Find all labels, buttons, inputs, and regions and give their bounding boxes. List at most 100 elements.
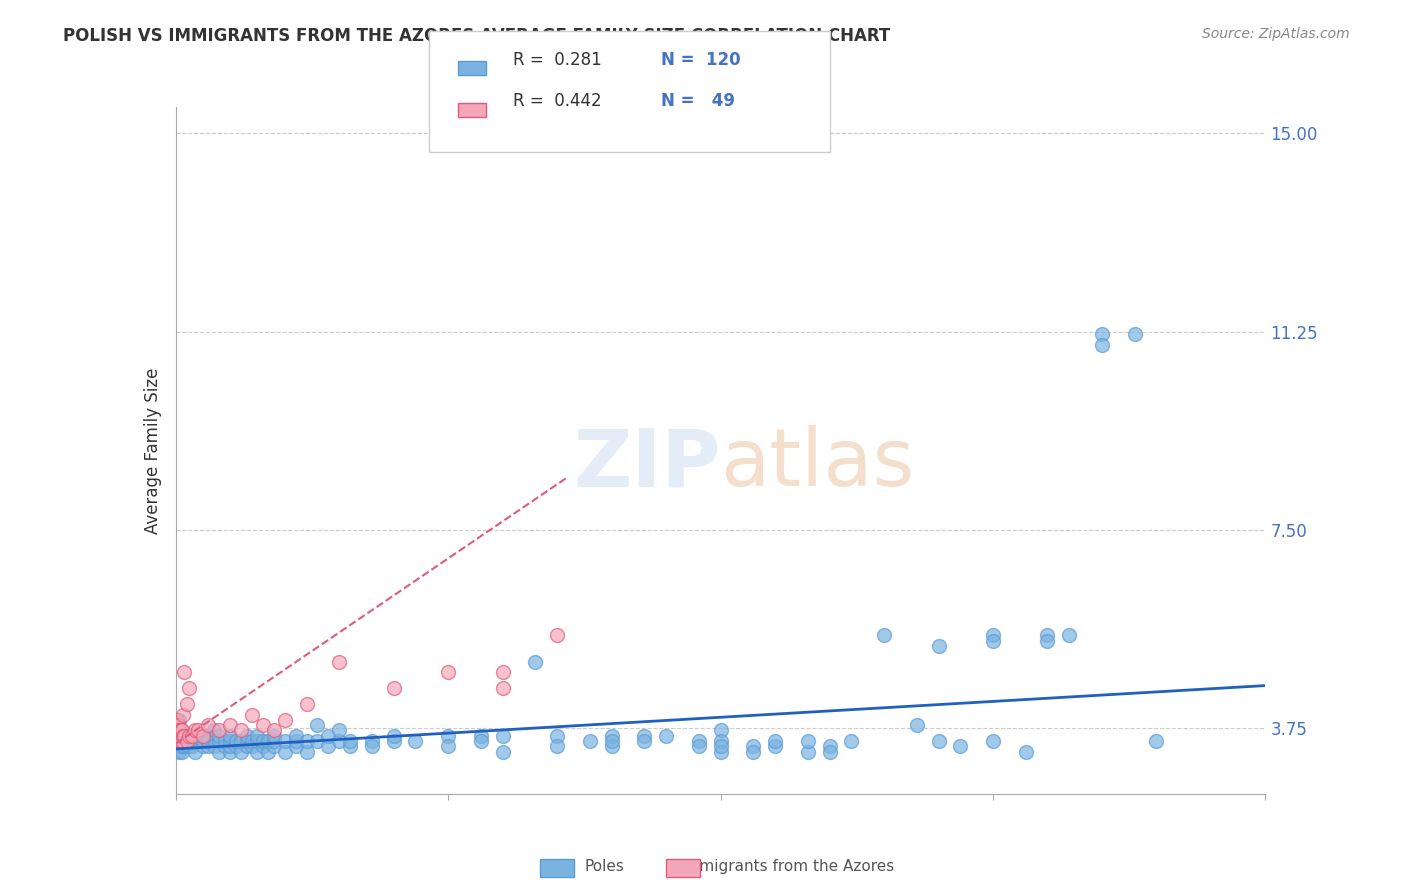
Point — [167, 734, 190, 748]
Point — [172, 734, 194, 748]
Point — [166, 734, 188, 748]
Point — [231, 734, 253, 748]
Point — [246, 745, 269, 759]
Point — [167, 718, 190, 732]
Text: Source: ZipAtlas.com: Source: ZipAtlas.com — [1202, 27, 1350, 41]
Point — [579, 734, 602, 748]
Point — [274, 713, 297, 727]
Point — [949, 739, 972, 754]
Point — [181, 734, 204, 748]
Point — [197, 734, 219, 748]
Point — [263, 734, 285, 748]
Point — [184, 745, 207, 759]
Point — [169, 723, 191, 738]
Point — [470, 729, 492, 743]
Point — [167, 718, 190, 732]
Point — [328, 734, 350, 748]
Point — [633, 729, 655, 743]
Point — [166, 718, 188, 732]
Point — [382, 734, 405, 748]
Point — [235, 739, 257, 754]
Point — [263, 739, 285, 754]
Point — [600, 729, 623, 743]
Point — [295, 745, 318, 759]
Point — [1091, 338, 1114, 352]
Point — [928, 734, 950, 748]
Point — [181, 729, 204, 743]
Point — [167, 729, 190, 743]
Point — [328, 723, 350, 738]
Point — [600, 739, 623, 754]
Text: N =  120: N = 120 — [661, 51, 741, 69]
Point — [219, 729, 242, 743]
Point — [167, 734, 190, 748]
Point — [405, 734, 427, 748]
Point — [197, 739, 219, 754]
Point — [263, 723, 285, 738]
Point — [219, 745, 242, 759]
Point — [796, 734, 818, 748]
Point — [176, 734, 198, 748]
Point — [166, 723, 188, 738]
Point — [166, 729, 188, 743]
Point — [1091, 327, 1114, 342]
Point — [318, 739, 340, 754]
Point — [172, 723, 194, 738]
Point — [177, 734, 200, 748]
Point — [202, 739, 225, 754]
Point — [796, 745, 818, 759]
Point — [546, 739, 568, 754]
Point — [184, 729, 207, 743]
Point — [492, 729, 515, 743]
Point — [437, 739, 460, 754]
Point — [818, 745, 841, 759]
Point — [1036, 628, 1059, 642]
Point — [981, 628, 1004, 642]
Point — [710, 739, 733, 754]
Point — [257, 734, 280, 748]
Point — [197, 729, 219, 743]
Point — [177, 681, 200, 696]
Point — [339, 734, 361, 748]
Point — [257, 745, 280, 759]
Point — [166, 723, 188, 738]
Point — [173, 729, 195, 743]
Point — [176, 697, 198, 711]
Point — [841, 734, 863, 748]
Point — [184, 723, 207, 738]
Point — [318, 729, 340, 743]
Point — [167, 723, 190, 738]
Point — [710, 745, 733, 759]
Point — [295, 697, 318, 711]
Point — [172, 745, 194, 759]
Point — [167, 729, 190, 743]
Point — [360, 739, 382, 754]
Point — [208, 729, 231, 743]
Point — [492, 665, 515, 680]
Point — [176, 739, 198, 754]
Point — [169, 729, 191, 743]
Text: Immigrants from the Azores: Immigrants from the Azores — [681, 859, 894, 874]
Point — [263, 729, 285, 743]
Point — [1036, 633, 1059, 648]
Point — [470, 734, 492, 748]
Text: R =  0.281: R = 0.281 — [513, 51, 602, 69]
Point — [546, 628, 568, 642]
Point — [382, 729, 405, 743]
Point — [219, 718, 242, 732]
Point — [173, 734, 195, 748]
Point — [546, 729, 568, 743]
Point — [231, 745, 253, 759]
Point — [873, 628, 896, 642]
Point — [492, 745, 515, 759]
Point — [219, 734, 242, 748]
Point — [167, 734, 190, 748]
Point — [742, 739, 765, 754]
Point — [742, 745, 765, 759]
Point — [172, 734, 194, 748]
Point — [191, 739, 214, 754]
Point — [382, 681, 405, 696]
Point — [167, 713, 190, 727]
Point — [170, 729, 193, 743]
Point — [172, 739, 194, 754]
